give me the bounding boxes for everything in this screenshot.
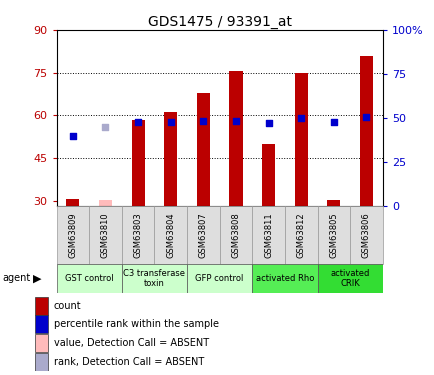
Point <box>297 115 304 121</box>
Point <box>167 118 174 124</box>
Text: GSM63804: GSM63804 <box>166 213 175 258</box>
Text: rank, Detection Call = ABSENT: rank, Detection Call = ABSENT <box>54 357 204 367</box>
Text: GSM63805: GSM63805 <box>329 213 338 258</box>
Text: agent: agent <box>2 273 30 284</box>
Title: GDS1475 / 93391_at: GDS1475 / 93391_at <box>147 15 291 29</box>
Point <box>135 118 141 124</box>
Text: percentile rank within the sample: percentile rank within the sample <box>54 320 218 329</box>
Bar <box>284 206 317 264</box>
Text: GFP control: GFP control <box>195 274 243 283</box>
Point <box>362 114 369 120</box>
Bar <box>187 206 219 264</box>
Point <box>102 124 108 130</box>
Bar <box>326 200 339 206</box>
Bar <box>294 73 307 206</box>
Bar <box>252 206 284 264</box>
Text: GSM63810: GSM63810 <box>101 213 110 258</box>
Bar <box>196 93 210 206</box>
Text: ▶: ▶ <box>33 273 41 284</box>
Bar <box>122 264 187 292</box>
Bar <box>66 199 79 206</box>
Bar <box>122 206 154 264</box>
Text: activated
CRIK: activated CRIK <box>330 269 369 288</box>
Text: GSM63812: GSM63812 <box>296 213 305 258</box>
Point <box>265 120 272 126</box>
Text: GSM63811: GSM63811 <box>263 213 273 258</box>
Bar <box>89 206 122 264</box>
Text: activated Rho: activated Rho <box>255 274 313 283</box>
Bar <box>131 120 144 206</box>
Bar <box>261 144 275 206</box>
Text: GSM63803: GSM63803 <box>133 212 142 258</box>
Point <box>232 118 239 124</box>
Text: GSM63807: GSM63807 <box>198 212 207 258</box>
Bar <box>35 353 48 371</box>
Text: GST control: GST control <box>65 274 113 283</box>
Bar <box>35 297 48 315</box>
Bar <box>359 56 372 206</box>
Bar <box>349 206 382 264</box>
Bar <box>317 264 382 292</box>
Bar <box>317 206 349 264</box>
Bar <box>229 71 242 206</box>
Point <box>69 133 76 139</box>
Text: GSM63806: GSM63806 <box>361 212 370 258</box>
Point <box>330 118 337 124</box>
Bar <box>219 206 252 264</box>
Text: value, Detection Call = ABSENT: value, Detection Call = ABSENT <box>54 338 209 348</box>
Bar <box>35 334 48 352</box>
Bar <box>35 315 48 333</box>
Point <box>199 118 207 124</box>
Bar <box>154 206 187 264</box>
Bar <box>56 264 122 292</box>
Bar <box>56 206 89 264</box>
Bar <box>99 200 112 206</box>
Bar <box>164 112 177 206</box>
Text: GSM63808: GSM63808 <box>231 212 240 258</box>
Text: count: count <box>54 301 82 310</box>
Bar <box>187 264 252 292</box>
Text: C3 transferase
toxin: C3 transferase toxin <box>123 269 185 288</box>
Bar <box>252 264 317 292</box>
Text: GSM63809: GSM63809 <box>68 213 77 258</box>
